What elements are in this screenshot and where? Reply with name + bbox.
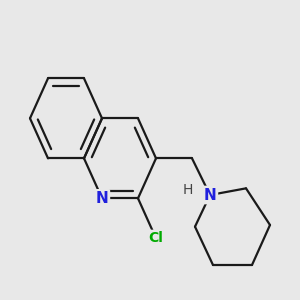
Text: N: N — [204, 188, 216, 202]
Text: N: N — [96, 191, 108, 206]
Text: Cl: Cl — [148, 231, 164, 245]
Text: H: H — [182, 183, 193, 197]
